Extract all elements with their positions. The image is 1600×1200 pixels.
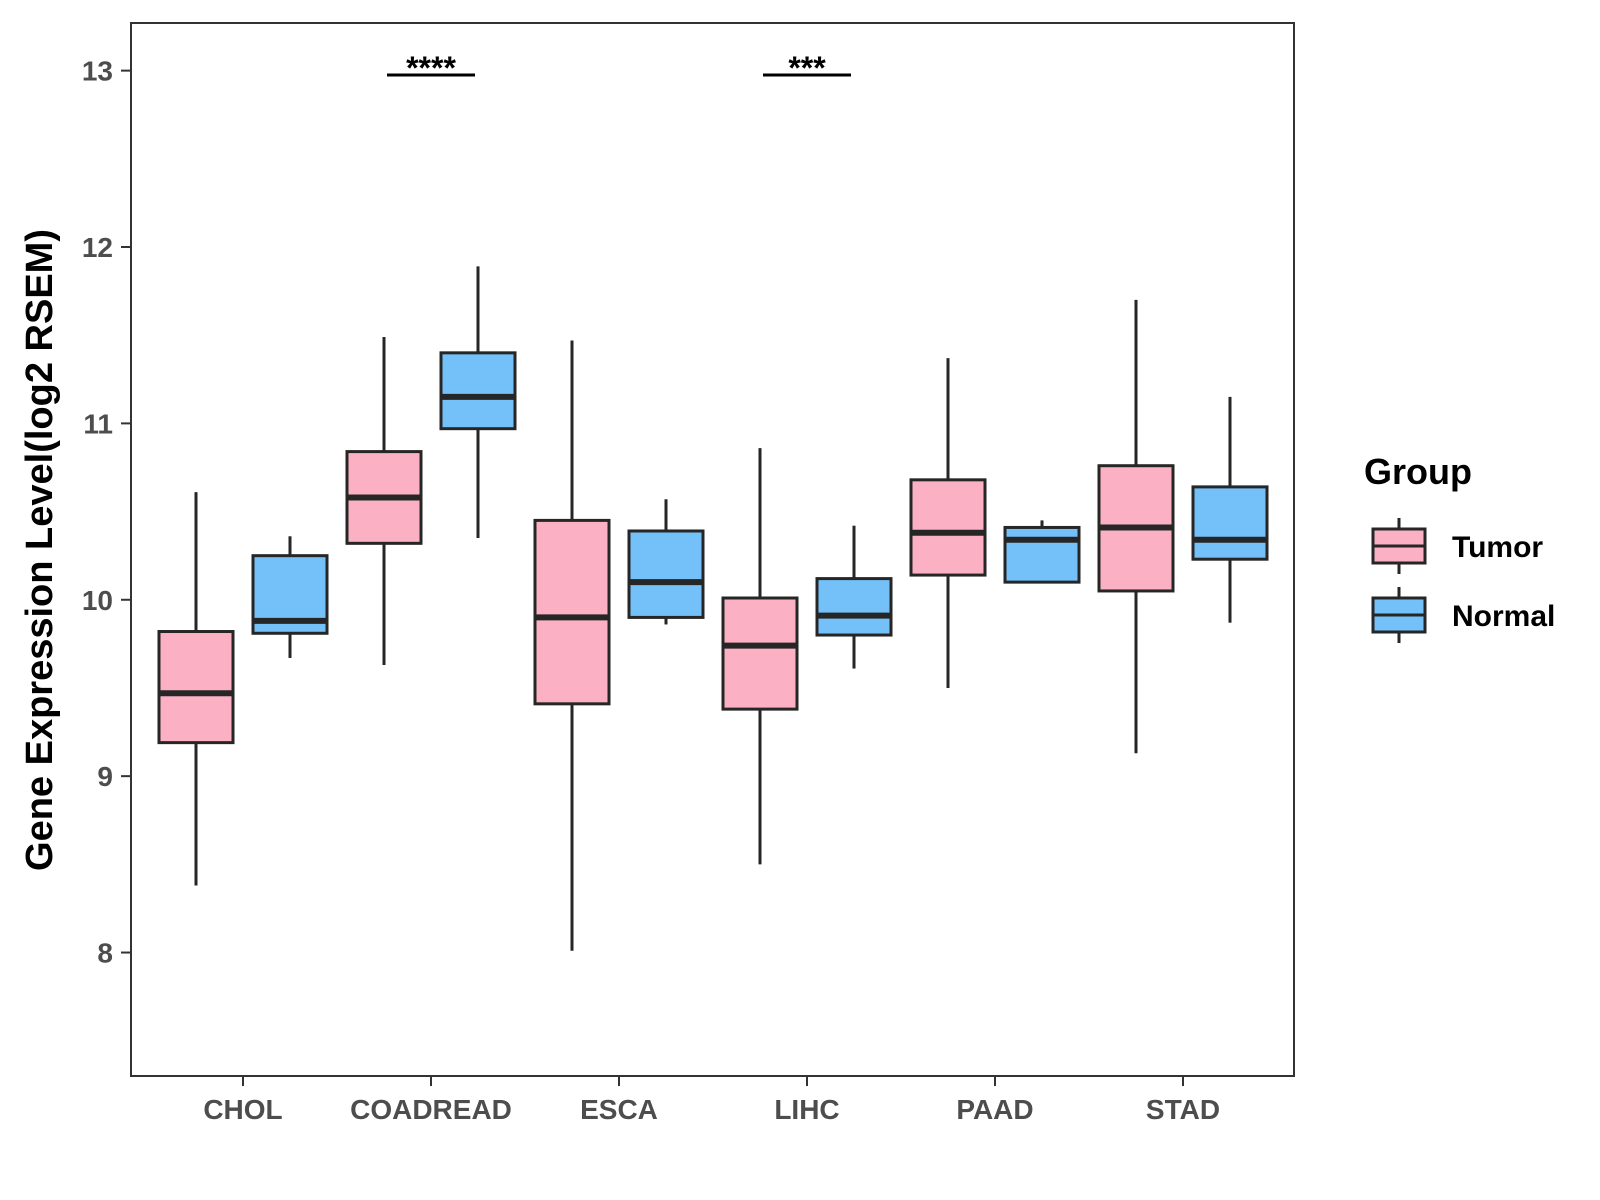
- legend: Group Tumor Normal: [1364, 451, 1555, 643]
- legend-key-normal: [1371, 587, 1427, 643]
- box-normal-lihc: [815, 525, 893, 669]
- y-tick-label: 13: [82, 56, 113, 87]
- box-tumor-coadread: [345, 336, 423, 666]
- x-tick-label: CHOL: [203, 1094, 282, 1125]
- box-tumor-stad: [1097, 299, 1175, 754]
- x-tick-label: ESCA: [580, 1094, 658, 1125]
- box-normal-esca: [627, 499, 705, 625]
- x-tick-label: STAD: [1146, 1094, 1220, 1125]
- y-tick-label: 9: [97, 761, 113, 792]
- box-normal-stad: [1191, 396, 1269, 623]
- box-body: [1191, 485, 1269, 561]
- legend-title: Group: [1364, 451, 1472, 492]
- box-body: [439, 351, 517, 431]
- legend-items: Tumor Normal: [1371, 518, 1555, 643]
- legend-label: Tumor: [1452, 531, 1543, 564]
- box-normal-coadread: [439, 266, 517, 539]
- significance-label: ***: [788, 50, 826, 86]
- box-tumor-paad: [909, 358, 987, 688]
- box-body: [815, 577, 893, 637]
- box-tumor-esca: [533, 340, 611, 951]
- box-body: [627, 529, 705, 619]
- box-body: [157, 630, 235, 745]
- box-normal-paad: [1003, 520, 1081, 584]
- y-tick-label: 8: [97, 938, 113, 969]
- x-tick-label: LIHC: [774, 1094, 839, 1125]
- y-tick-label: 12: [82, 232, 113, 263]
- box-body: [1003, 525, 1081, 584]
- legend-label: Normal: [1452, 600, 1555, 633]
- x-tick-label: COADREAD: [350, 1094, 512, 1125]
- box-tumor-chol: [157, 492, 235, 886]
- plot-marks: 8 9 10 11 12 13 CHOL COADREAD ESCA LIHC PAAD STAD **…: [82, 50, 1269, 1125]
- box-tumor-lihc: [721, 448, 799, 865]
- box-body: [909, 478, 987, 577]
- box-body: [721, 596, 799, 711]
- box-normal-chol: [251, 536, 329, 658]
- significance-label: ****: [406, 50, 456, 86]
- y-tick-label: 10: [82, 585, 113, 616]
- y-tick-label: 11: [83, 408, 113, 439]
- box-body: [533, 518, 611, 706]
- y-axis-title: Gene Expression Level(log2 RSEM): [19, 229, 61, 871]
- legend-key-tumor: [1371, 518, 1427, 574]
- x-tick-label: PAAD: [956, 1094, 1033, 1125]
